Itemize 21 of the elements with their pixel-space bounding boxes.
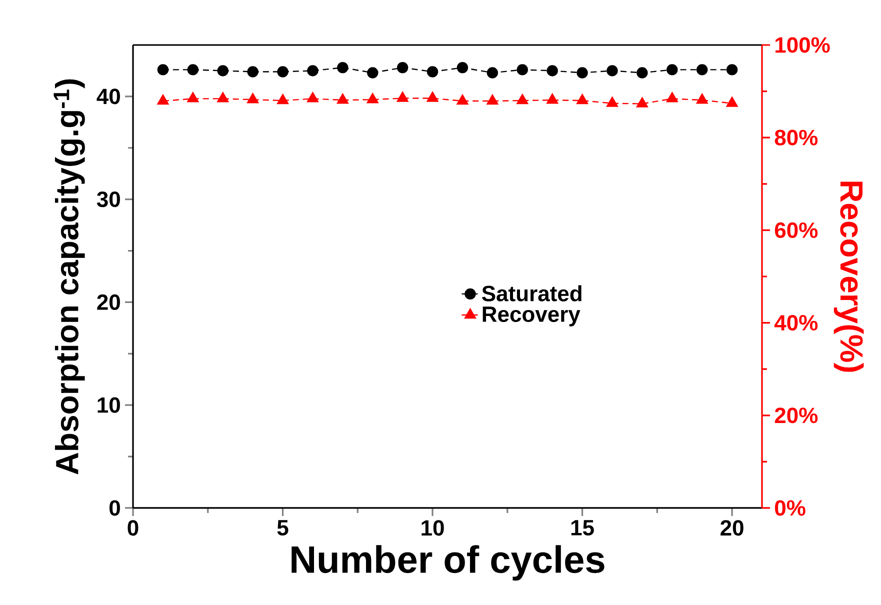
y2-axis-title: Recovery(%) — [834, 182, 864, 372]
y-tick-label: 0 — [110, 500, 120, 516]
x-tick-label: 20 — [720, 520, 744, 536]
y2-tick-label: 20% — [774, 408, 818, 424]
y2-tick-label: 60% — [774, 222, 818, 238]
x-tick-label: 0 — [128, 520, 138, 536]
y-tick-label: 40 — [96, 88, 120, 104]
x-tick-label: 5 — [277, 520, 288, 536]
y-tick-label: 30 — [96, 192, 120, 208]
x-axis-title: Number of cycles — [292, 545, 604, 581]
y2-tick-label: 100% — [776, 37, 830, 53]
legend-label: Recovery — [482, 306, 580, 326]
y2-tick-label: 0% — [774, 500, 806, 516]
y-tick-label: 20 — [97, 294, 120, 310]
y-tick-label: 10 — [98, 397, 120, 413]
y-axis-title: Absorption capacity(g.g$^{-1}$) — [54, 79, 85, 474]
y2-tick-label: 40% — [774, 314, 818, 331]
legend-label: Saturated — [482, 285, 582, 302]
x-tick-label: 15 — [571, 520, 594, 536]
y2-tick-label: 80% — [774, 130, 818, 146]
x-tick-label: 10 — [422, 520, 444, 536]
